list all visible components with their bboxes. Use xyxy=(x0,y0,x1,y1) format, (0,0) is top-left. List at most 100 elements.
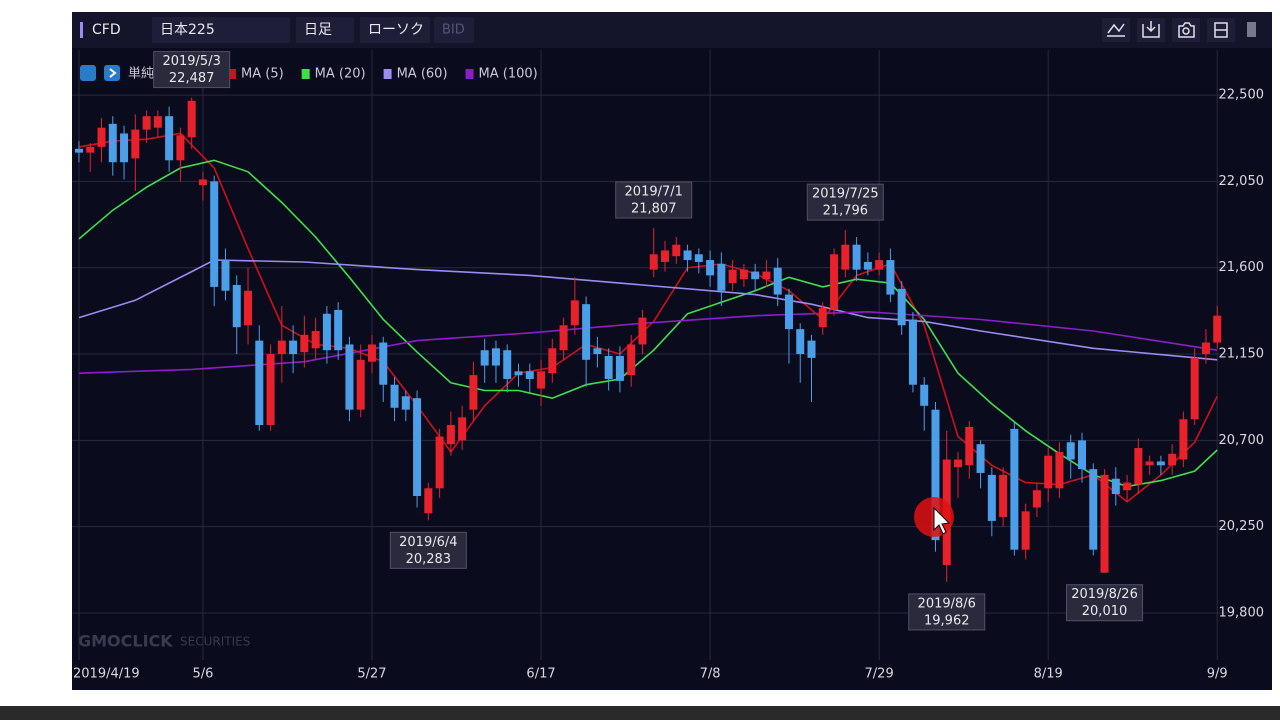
candle-body xyxy=(525,371,534,379)
candle-body xyxy=(841,244,850,270)
candle-body xyxy=(187,100,196,138)
x-tick-label: 9/9 xyxy=(1207,667,1228,682)
candle-body xyxy=(920,384,929,406)
candle-body xyxy=(1213,315,1222,343)
candle-body xyxy=(706,260,715,276)
candle-body xyxy=(728,269,737,284)
candle-body xyxy=(345,344,354,410)
x-tick-label: 2019/4/19 xyxy=(73,667,140,682)
annotation-date: 2019/7/25 xyxy=(812,187,879,202)
candle-body xyxy=(514,371,523,376)
candle-body xyxy=(784,294,793,330)
candle-body xyxy=(739,269,748,280)
y-tick-label: 22,500 xyxy=(1219,88,1265,103)
candle-body xyxy=(1190,357,1199,420)
watermark-brand: GMOCLICK xyxy=(78,632,173,651)
legend-swatch xyxy=(383,69,392,79)
candle-body xyxy=(1145,461,1154,466)
expand-icon[interactable] xyxy=(104,65,120,81)
toolbar-marker xyxy=(80,22,83,38)
candle-body xyxy=(1134,448,1143,485)
candle-body xyxy=(289,340,298,355)
style-select[interactable] xyxy=(360,17,430,43)
candle-body xyxy=(852,244,861,270)
annotation-box xyxy=(806,183,884,221)
annotation-box xyxy=(615,181,693,219)
side-select[interactable] xyxy=(434,17,474,43)
candle-body xyxy=(390,384,399,408)
bottom-strip xyxy=(0,706,1280,720)
candle-body xyxy=(74,148,83,153)
candle-body xyxy=(277,340,286,355)
candle-body xyxy=(1123,482,1132,491)
indicator-icon[interactable] xyxy=(1107,23,1125,37)
annotation-date: 2019/6/4 xyxy=(399,535,457,550)
candle-body xyxy=(875,260,884,270)
camera-icon[interactable] xyxy=(1178,22,1195,38)
icon-button[interactable] xyxy=(1172,18,1200,42)
candle-body xyxy=(1044,455,1053,489)
layout-icon[interactable] xyxy=(1214,22,1228,38)
candle-body xyxy=(863,261,872,270)
candle-body xyxy=(108,123,117,163)
candle-body xyxy=(97,127,106,147)
legend-label: MA (100) xyxy=(479,67,538,82)
candle-body xyxy=(300,334,309,353)
annotation-date: 2019/5/3 xyxy=(162,54,220,69)
symbol-select[interactable] xyxy=(152,17,290,43)
candle-body xyxy=(751,271,760,280)
annotation-date: 2019/8/6 xyxy=(918,596,976,611)
candle-body xyxy=(1201,342,1210,355)
candle-body xyxy=(965,426,974,466)
candle-body xyxy=(153,116,162,128)
product-label: CFD xyxy=(92,22,121,38)
candle-body xyxy=(255,340,264,426)
side-label[interactable]: BID xyxy=(442,23,465,38)
candle-body xyxy=(142,116,151,130)
y-tick-label: 20,250 xyxy=(1219,519,1265,534)
candle-body xyxy=(221,260,230,291)
save-icon[interactable] xyxy=(1142,21,1160,38)
candle-body xyxy=(1066,442,1075,460)
annotation-value: 19,962 xyxy=(924,613,970,628)
list-icon[interactable] xyxy=(80,65,96,81)
legend-label: MA (20) xyxy=(315,67,366,82)
candle-body xyxy=(86,146,95,153)
camera-lens xyxy=(1182,27,1190,35)
candle-body xyxy=(1179,419,1188,460)
trash-icon[interactable] xyxy=(1247,22,1256,37)
candle-body xyxy=(210,181,219,287)
candle-body xyxy=(638,317,647,345)
period-select[interactable] xyxy=(296,17,354,43)
annotation-box xyxy=(1066,584,1144,622)
right-margin xyxy=(1272,12,1280,690)
candle-body xyxy=(458,417,467,441)
x-tick-label: 7/29 xyxy=(865,667,894,682)
candle-body xyxy=(627,344,636,376)
candle-body xyxy=(717,263,726,291)
period-label[interactable]: 日足 xyxy=(304,22,332,38)
top-margin xyxy=(0,0,1280,12)
annotation-box xyxy=(908,593,986,631)
candle-body xyxy=(165,116,174,161)
candle-body xyxy=(435,436,444,489)
candle-body xyxy=(1111,478,1120,495)
y-tick-label: 21,150 xyxy=(1219,347,1265,362)
x-tick-label: 8/19 xyxy=(1034,667,1063,682)
candle-body xyxy=(537,371,546,389)
mouse-cursor xyxy=(933,506,951,535)
candle-body xyxy=(131,129,140,159)
watermark-suffix: SECURITIES xyxy=(180,635,250,649)
style-label[interactable]: ローソク xyxy=(368,22,424,38)
candle-body xyxy=(198,179,207,186)
candle-body xyxy=(469,375,478,410)
icon-button[interactable] xyxy=(1102,18,1130,42)
candle-body xyxy=(570,300,579,326)
candle-body xyxy=(593,348,602,355)
candle-body xyxy=(1168,453,1177,466)
candle-body xyxy=(1032,490,1041,508)
candle-body xyxy=(1077,440,1086,470)
symbol-label[interactable]: 日本225 xyxy=(160,22,215,38)
x-tick-label: 5/27 xyxy=(357,667,386,682)
